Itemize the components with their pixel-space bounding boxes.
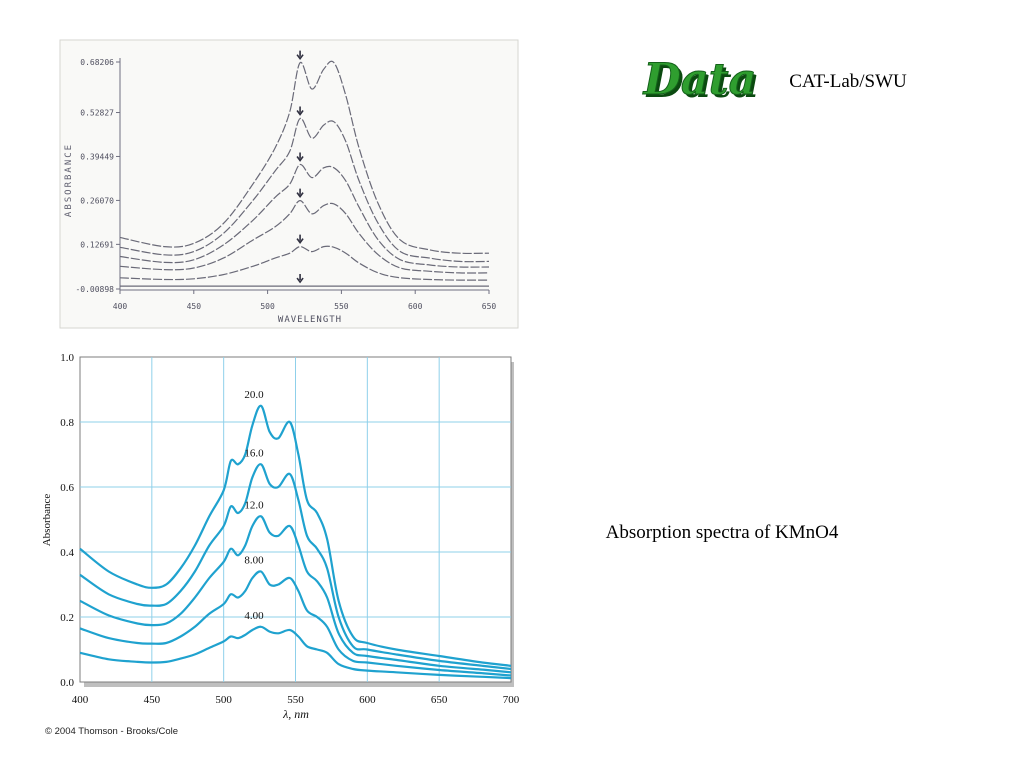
header-text: CAT-Lab/SWU (789, 71, 907, 92)
data-logo-shadow: Data (645, 58, 760, 108)
top-chart-peak-marker-arrow (296, 188, 304, 198)
bottom-chart-series-line (79, 463, 512, 671)
top-chart-y-tick-label: 0.52827 (80, 109, 114, 118)
bottom-chart-y-tick-label: 0.2 (60, 612, 74, 624)
top-chart-x-tick-label: 500 (260, 302, 275, 311)
top-chart-series (119, 60, 490, 287)
bottom-chart-series-line (79, 570, 512, 677)
bottom-chart-x-tick-label: 600 (359, 694, 376, 706)
top-chart-series-line (119, 245, 490, 281)
top-chart-x-tick-label: 400 (113, 302, 128, 311)
bottom-chart-series-label: 8.00 (244, 555, 264, 567)
bottom-chart-grid (80, 357, 511, 682)
top-chart-series-line (119, 60, 490, 255)
top-chart-peak-marker-arrow (296, 50, 304, 61)
bottom-chart-x-tick-label: 500 (215, 694, 232, 706)
bottom-chart-series (79, 404, 512, 680)
bottom-chart-series-line (79, 625, 512, 680)
top-chart-peak-marker-arrow (296, 152, 304, 162)
bottom-chart-y-tick-label: 0.6 (60, 482, 74, 494)
data-logo: Data Data (641, 55, 760, 109)
top-chart-peak-marker-arrow (296, 106, 304, 116)
copyright-text: © 2004 Thomson - Brooks/Cole (45, 726, 178, 737)
top-chart-y-tick-label: 0.68206 (80, 58, 114, 67)
bottom-spectrum-chart: 20.0 16.0 12.0 8.00 4.00 400 450 500 550 600 650 7… (41, 352, 520, 721)
top-spectrum-chart: -0.00898 0.12691 0.26070 0.39449 0.52827 0.68… (59, 39, 519, 329)
bottom-chart-series-label: 12.0 (244, 499, 264, 511)
top-chart-series-line (119, 163, 490, 268)
top-chart-x-tick-label: 600 (408, 302, 423, 311)
bottom-chart-y-axis-label: Absorbance (41, 494, 53, 547)
bottom-chart-tick-labels: 400 450 500 550 600 650 700 0.0 0.2 0.4 0.6 0.8 1.0 (60, 352, 520, 706)
bottom-chart-series-label: 16.0 (244, 447, 264, 459)
top-chart-y-tick-label: 0.26070 (80, 196, 114, 205)
bottom-chart-series-line (79, 515, 512, 674)
top-chart-y-tick-label: -0.00898 (75, 285, 114, 294)
top-chart-y-axis-label: ABSORBANCE (64, 143, 74, 217)
top-chart-x-axis-label: WAVELENGTH (278, 315, 342, 325)
bottom-chart-y-tick-label: 1.0 (60, 352, 74, 364)
top-chart-peak-markers (296, 50, 304, 284)
top-chart-peak-marker-arrow (296, 234, 304, 244)
bottom-chart-x-tick-label: 550 (287, 694, 304, 706)
top-chart-peak-marker-arrow (296, 274, 304, 284)
bottom-chart-y-tick-label: 0.0 (60, 677, 74, 689)
top-chart-x-tick-label: 650 (482, 302, 497, 311)
top-chart-axes (116, 58, 490, 294)
bottom-chart-x-tick-label: 450 (144, 694, 161, 706)
top-chart-y-tick-label: 0.39449 (80, 152, 114, 161)
bottom-chart-series-line (79, 404, 512, 667)
top-chart-frame (59, 39, 519, 329)
top-chart-x-tick-label: 450 (187, 302, 202, 311)
top-chart-series-line (119, 117, 490, 263)
bottom-chart-series-label: 20.0 (244, 389, 264, 401)
bottom-chart-y-tick-label: 0.4 (60, 547, 74, 559)
top-chart-y-tick-label: 0.12691 (80, 240, 114, 249)
top-chart-x-tick-label: 550 (334, 302, 349, 311)
bottom-chart-y-tick-label: 0.8 (60, 417, 74, 429)
bottom-chart-x-axis-label: λ, nm (282, 707, 309, 721)
bottom-chart-x-tick-label: 400 (72, 694, 89, 706)
bottom-chart-x-tick-label: 700 (503, 694, 520, 706)
top-chart-tick-labels: -0.00898 0.12691 0.26070 0.39449 0.52827 0.68… (75, 58, 496, 311)
top-chart-series-line (119, 199, 490, 274)
chart-caption: Absorption spectra of KMnO4 (606, 522, 839, 543)
bottom-chart-series-labels: 20.0 16.0 12.0 8.00 4.00 (244, 389, 264, 622)
bottom-chart-x-tick-label: 650 (431, 694, 448, 706)
data-logo-text: Data (642, 55, 757, 105)
bottom-chart-series-label: 4.00 (244, 610, 264, 622)
